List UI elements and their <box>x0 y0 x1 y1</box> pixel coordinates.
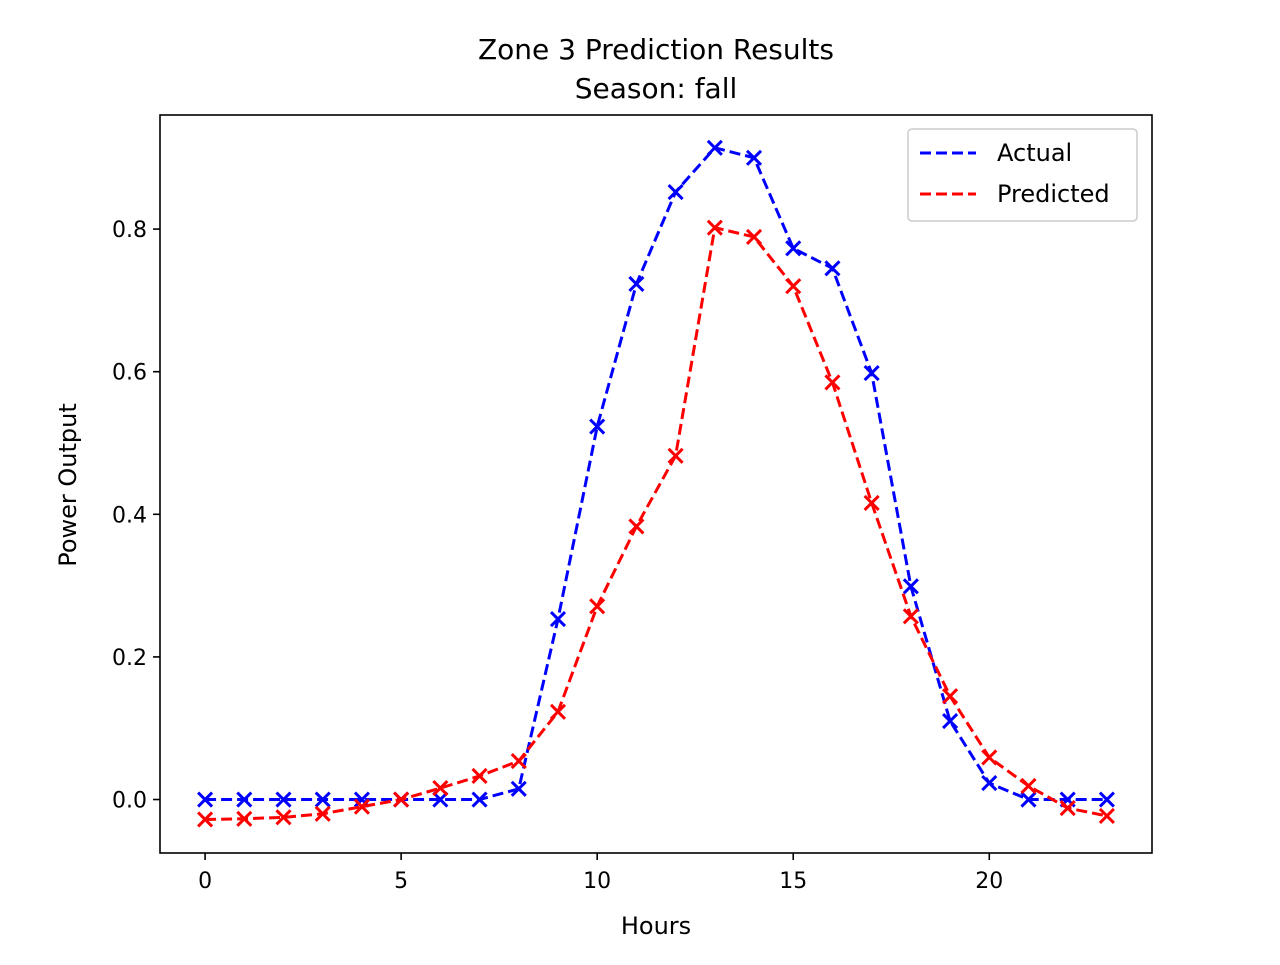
data-point-predicted-21 <box>1020 777 1037 795</box>
data-point-actual-3 <box>314 791 331 808</box>
data-point-predicted-17 <box>863 494 880 511</box>
x-tick-label: 0 <box>198 869 212 894</box>
data-point-predicted-12 <box>667 447 684 464</box>
data-point-predicted-19 <box>942 688 959 705</box>
axes: 0 5 10 15 20 0.0 0.2 0.4 0.6 0.8 <box>112 114 1153 894</box>
legend-box <box>907 128 1138 222</box>
data-point-predicted-3 <box>314 805 331 822</box>
data-point-actual-18 <box>902 578 919 595</box>
data-point-predicted-10 <box>589 598 606 615</box>
legend-label-actual: Actual <box>997 139 1072 167</box>
data-point-predicted-9 <box>549 703 567 720</box>
data-point-actual-8 <box>510 780 527 797</box>
data-point-predicted-1 <box>236 810 253 827</box>
data-point-actual-12 <box>667 183 684 201</box>
data-point-predicted-7 <box>471 767 488 785</box>
data-point-predicted-0 <box>197 811 214 828</box>
y-tick-label: 0.4 <box>112 503 147 528</box>
y-tick-label: 0.0 <box>112 789 147 814</box>
chart-subtitle: Season: fall <box>575 72 738 105</box>
data-point-actual-14 <box>745 149 763 166</box>
data-point-actual-21 <box>1020 791 1037 808</box>
data-point-actual-15 <box>785 240 802 257</box>
data-point-actual-4 <box>353 791 370 808</box>
data-point-predicted-8 <box>510 752 527 770</box>
x-tick-label: 20 <box>975 869 1003 894</box>
y-tick-label: 0.2 <box>112 646 147 671</box>
x-tick-label: 5 <box>394 869 408 894</box>
series-predicted <box>197 219 1115 828</box>
data-point-actual-11 <box>628 275 645 293</box>
data-point-actual-13 <box>706 139 723 156</box>
data-point-predicted-11 <box>628 518 645 535</box>
data-point-predicted-6 <box>432 780 449 797</box>
data-point-predicted-23 <box>1098 807 1115 824</box>
data-point-actual-19 <box>942 713 959 730</box>
y-tick-label: 0.8 <box>112 218 147 243</box>
data-point-predicted-18 <box>902 608 919 625</box>
data-point-predicted-4 <box>353 798 370 815</box>
plot-frame <box>159 114 1153 854</box>
data-point-predicted-2 <box>275 809 292 826</box>
data-point-predicted-5 <box>393 791 410 808</box>
data-point-predicted-22 <box>1059 800 1076 817</box>
data-point-actual-23 <box>1098 791 1115 808</box>
data-point-actual-7 <box>471 791 488 808</box>
data-point-actual-2 <box>275 791 292 808</box>
x-tick-label: 15 <box>779 869 807 894</box>
legend-label-predicted: Predicted <box>997 180 1110 208</box>
y-axis-label: Power Output <box>54 403 82 567</box>
y-tick-label: 0.6 <box>112 361 147 386</box>
x-axis-label: Hours <box>621 912 691 940</box>
x-tick-label: 10 <box>583 869 611 894</box>
legend: Actual Predicted <box>907 128 1138 222</box>
plot-area <box>197 139 1115 828</box>
data-point-actual-0 <box>197 791 214 808</box>
data-point-actual-17 <box>863 365 880 382</box>
chart-title: Zone 3 Prediction Results <box>478 33 834 66</box>
data-point-predicted-14 <box>745 228 763 245</box>
data-point-predicted-15 <box>785 278 802 295</box>
data-point-actual-10 <box>589 418 606 435</box>
series-line-predicted <box>205 226 1108 821</box>
data-point-predicted-13 <box>706 219 723 236</box>
data-point-actual-1 <box>236 791 253 808</box>
data-point-actual-16 <box>824 260 841 277</box>
data-point-actual-20 <box>981 775 998 792</box>
data-point-actual-9 <box>549 611 567 628</box>
data-point-predicted-20 <box>981 749 998 766</box>
data-point-predicted-16 <box>824 374 841 391</box>
